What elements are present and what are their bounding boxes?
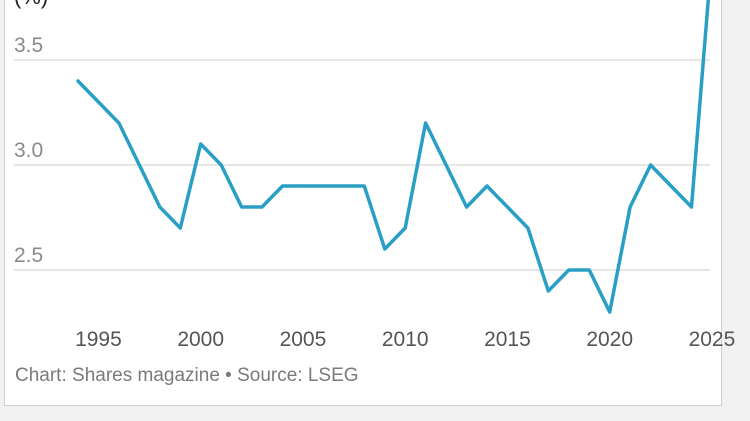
data-point bbox=[690, 205, 693, 209]
chart-source-caption: Chart: Shares magazine • Source: LSEG bbox=[15, 365, 359, 386]
x-tick-label: 2015 bbox=[484, 328, 531, 351]
data-point bbox=[179, 226, 182, 230]
series-line-group bbox=[76, 0, 711, 314]
data-point bbox=[383, 247, 386, 251]
data-point bbox=[363, 184, 366, 188]
data-point bbox=[281, 184, 284, 188]
chart-card bbox=[4, 0, 722, 406]
x-tick-label: 2020 bbox=[586, 328, 633, 351]
x-tick-label: 2025 bbox=[689, 328, 736, 351]
data-point bbox=[199, 142, 202, 146]
data-point bbox=[649, 163, 652, 167]
data-point bbox=[322, 184, 325, 188]
x-tick-label: 2005 bbox=[280, 328, 327, 351]
data-point bbox=[465, 205, 468, 209]
series-line bbox=[76, 0, 711, 314]
data-point bbox=[260, 205, 264, 209]
data-point bbox=[424, 121, 427, 125]
y-tick-label: 2.5 bbox=[14, 244, 43, 267]
data-point bbox=[628, 205, 632, 209]
x-tick-label: 2010 bbox=[382, 328, 429, 351]
y-tick-label: 3.5 bbox=[14, 34, 43, 57]
data-point bbox=[485, 184, 489, 188]
data-point bbox=[588, 268, 591, 272]
data-point bbox=[526, 226, 530, 230]
data-point bbox=[404, 226, 407, 230]
data-point bbox=[158, 205, 161, 209]
data-point bbox=[342, 184, 346, 188]
data-point bbox=[240, 205, 243, 209]
data-point bbox=[608, 310, 611, 314]
data-point bbox=[117, 121, 121, 125]
grid-lines bbox=[14, 59, 710, 271]
y-axis-ticks: 2.5 3.0 3.5 bbox=[14, 34, 43, 267]
y-tick-label: 3.0 bbox=[14, 139, 43, 162]
x-axis-ticks: 1995 2000 2005 2010 2015 2020 2025 bbox=[75, 328, 735, 351]
data-point bbox=[567, 268, 570, 272]
data-point bbox=[76, 79, 80, 83]
data-point bbox=[219, 163, 223, 167]
data-point bbox=[547, 289, 550, 293]
data-point bbox=[301, 184, 305, 188]
x-tick-label: 2000 bbox=[177, 328, 224, 351]
x-tick-label: 1995 bbox=[75, 328, 122, 351]
y-axis-label: (%) bbox=[14, 0, 48, 9]
